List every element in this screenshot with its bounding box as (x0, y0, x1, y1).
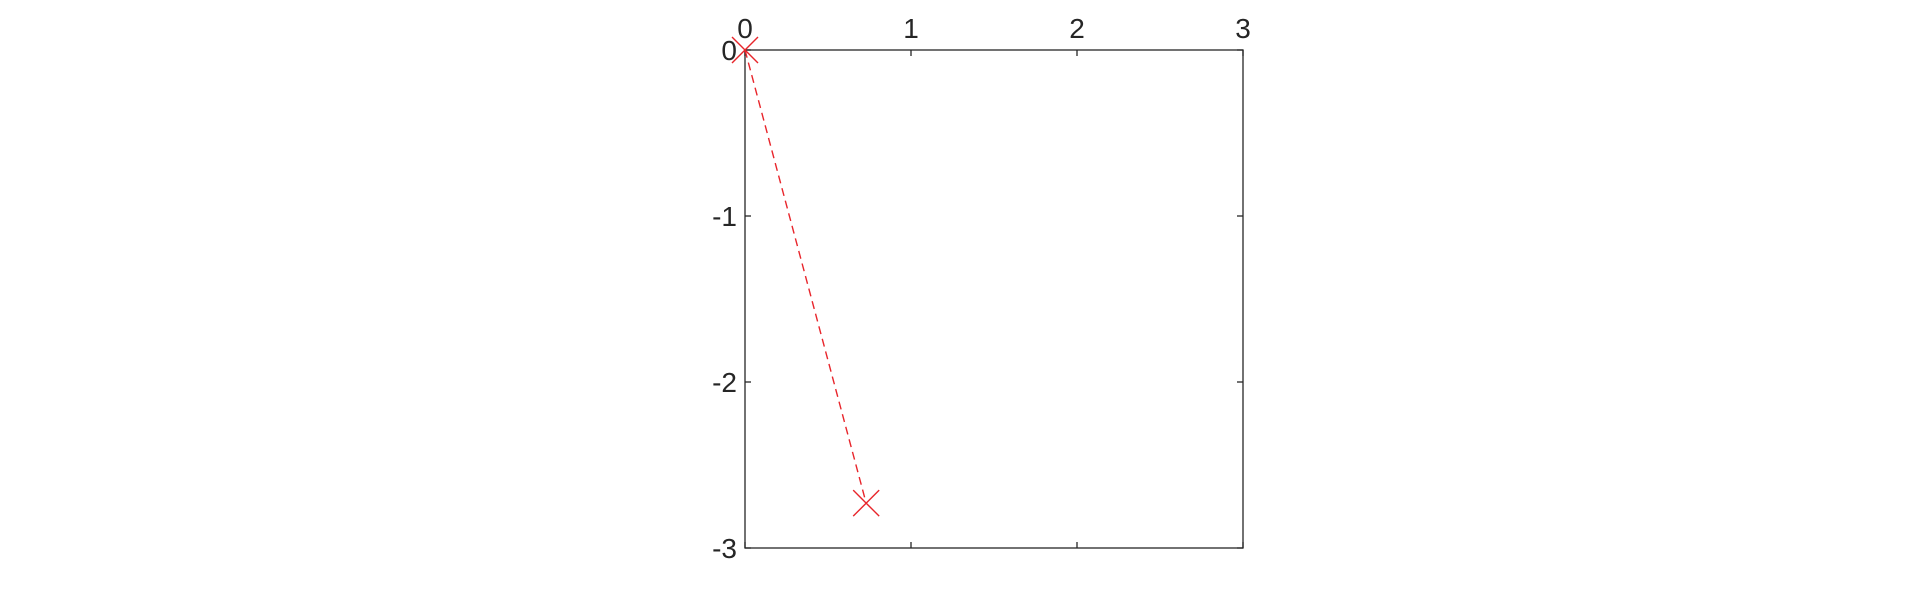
x-axis-ticks: 0 1 2 3 (737, 13, 1251, 548)
y-tick-label-2: -2 (712, 367, 737, 398)
x-tick-label-2: 2 (1069, 13, 1085, 44)
x-tick-label-1: 1 (903, 13, 919, 44)
y-tick-label-1: -1 (712, 201, 737, 232)
y-tick-label-3: -3 (712, 533, 737, 564)
y-axis-ticks: 0 -1 -2 -3 (712, 35, 1243, 564)
y-tick-label-0: 0 (721, 35, 737, 66)
x-tick-label-0: 0 (737, 13, 753, 44)
data-point-0-0 (731, 36, 759, 64)
data-point-0-1 (852, 489, 880, 517)
x-tick-label-3: 3 (1235, 13, 1251, 44)
series-layer (731, 36, 880, 517)
plot-area (744, 49, 1244, 549)
series-line-0 (744, 49, 867, 504)
